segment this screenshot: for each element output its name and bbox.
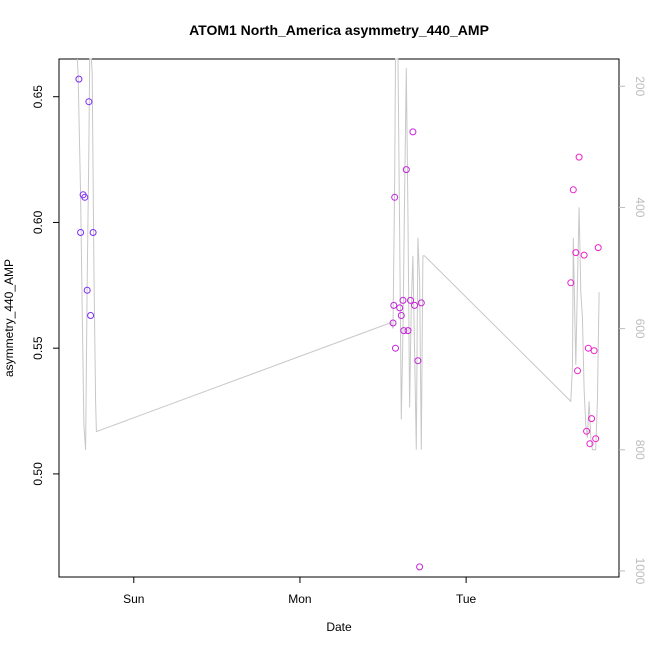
data-point: [404, 327, 412, 335]
series-line: [76, 58, 600, 451]
y-tick-label: 0.55: [31, 336, 45, 360]
chart-title: ATOM1 North_America asymmetry_440_AMP: [189, 22, 489, 38]
y2-tick-label: 800: [633, 440, 647, 460]
y-axis-label: asymmetry_440_AMP: [2, 259, 16, 377]
data-point: [416, 563, 424, 571]
x-tick-label: Tue: [456, 592, 477, 606]
data-point: [567, 279, 575, 287]
points-layer: [75, 75, 602, 571]
data-point: [391, 193, 399, 201]
plot-frame: [58, 58, 620, 578]
data-point: [411, 301, 419, 309]
y-tick-label: 0.65: [31, 85, 45, 109]
data-point: [397, 312, 405, 319]
y2-tick-label: 200: [633, 76, 647, 96]
data-point: [402, 166, 410, 174]
x-axis: Sun Mon Tue: [123, 577, 477, 606]
data-point: [417, 299, 425, 307]
data-point: [572, 249, 580, 257]
data-point: [87, 312, 95, 319]
data-point: [580, 251, 588, 259]
data-point: [81, 193, 89, 201]
y-tick-label: 0.50: [31, 462, 45, 486]
data-point: [409, 128, 417, 136]
data-point: [390, 301, 398, 309]
x-axis-label: Date: [326, 620, 352, 634]
y-tick-label: 0.60: [31, 210, 45, 234]
data-point: [83, 286, 91, 294]
data-point: [414, 357, 422, 365]
x-tick-label: Mon: [288, 592, 311, 606]
y2-tick-label: 1000: [633, 558, 647, 585]
y2-tick-label: 600: [633, 319, 647, 339]
data-point: [592, 435, 600, 443]
line-series: [76, 58, 600, 451]
data-point: [588, 415, 596, 423]
data-point: [574, 367, 581, 375]
x-tick-label: Sun: [123, 592, 144, 606]
data-point: [590, 347, 598, 355]
data-point: [75, 75, 83, 83]
data-point: [89, 229, 97, 236]
data-point: [77, 229, 85, 236]
data-point: [575, 153, 583, 161]
y2-axis: 200 400 600 800 1000: [619, 76, 647, 585]
y2-tick-label: 400: [633, 197, 647, 217]
data-point: [392, 344, 399, 352]
data-point: [400, 327, 408, 335]
data-point: [584, 344, 592, 352]
data-point: [85, 98, 93, 106]
data-point: [569, 186, 577, 194]
data-point: [396, 304, 404, 312]
data-point: [583, 427, 591, 435]
y-axis: 0.50 0.55 0.60 0.65: [31, 85, 59, 486]
data-point: [389, 319, 397, 327]
data-point: [399, 296, 407, 304]
data-point: [586, 440, 594, 448]
data-point: [594, 244, 602, 252]
data-point: [407, 296, 414, 304]
